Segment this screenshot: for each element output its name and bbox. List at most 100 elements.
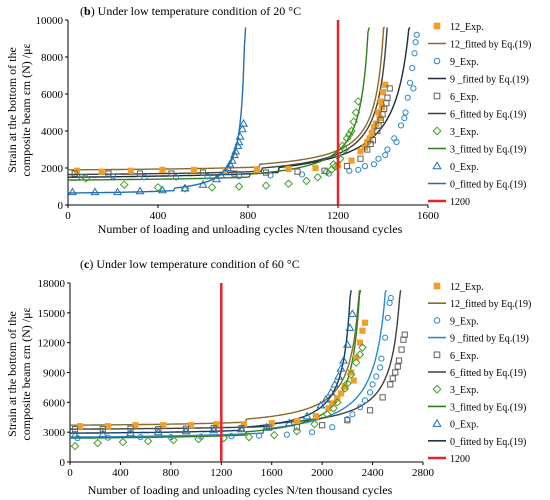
data-point-c [76, 423, 84, 430]
chart-title-c: (c) Under low temperature condition of 6… [80, 257, 300, 271]
chart-title-c-rest: ) Under low temperature condition of 60 … [89, 257, 299, 271]
data-point-c [366, 407, 374, 414]
data-point-c [342, 340, 352, 348]
data-point-b [379, 111, 386, 118]
legend-label-c: 6_Exp. [450, 351, 479, 362]
data-point-c [284, 418, 294, 427]
legend-label-b: 6_Exp. [450, 92, 479, 103]
data-point-b [159, 166, 166, 173]
fit-curve-c [70, 290, 361, 426]
data-point-b [199, 169, 207, 176]
data-point-b [227, 156, 237, 164]
legend-label-b: 12_Exp. [450, 22, 484, 33]
data-point-c [169, 435, 178, 445]
x-tick-label-b: 1200 [327, 210, 350, 222]
fit-curve-c [70, 290, 352, 434]
y-axis-label-c-line2: composite beam εm (N) /με [19, 307, 33, 440]
data-point-b [78, 174, 85, 181]
data-point-b [302, 176, 311, 186]
data-point-b [190, 166, 198, 173]
x-tick-label-c: 800 [163, 467, 180, 479]
data-point-c [198, 433, 205, 440]
y-tick-label-b: 10000 [36, 15, 64, 27]
data-point-b [239, 119, 248, 127]
data-point-c [356, 404, 364, 411]
data-point-c [361, 319, 369, 326]
legend-label-b: 3_fitted by Eq.(19) [450, 145, 526, 156]
x-axis-label-c: Number of loading and unloading cycles N… [88, 483, 393, 497]
data-point-c [337, 390, 345, 397]
data-point-c [346, 370, 356, 379]
data-point-c [153, 427, 163, 436]
legend-label-c: 9 _fitted by Eq.(19) [450, 334, 529, 345]
data-point-b [198, 180, 208, 188]
data-point-c [325, 405, 332, 412]
data-point-b [81, 173, 91, 183]
data-point-b [349, 117, 359, 127]
data-point-c [377, 364, 384, 371]
data-point-c [329, 424, 336, 431]
data-point-c [293, 418, 301, 425]
data-point-b [412, 39, 419, 46]
data-point-c [392, 369, 399, 376]
data-point-c [308, 429, 316, 436]
data-point-b [355, 166, 362, 173]
data-point-c [104, 434, 111, 441]
data-point-b [406, 79, 414, 87]
data-point-c [98, 429, 108, 438]
data-point-b [342, 134, 352, 143]
data-point-b [231, 146, 241, 155]
data-point-b [375, 122, 382, 129]
chart-title-c-letter: c [84, 257, 90, 271]
legend-marker-b [433, 57, 441, 65]
data-point-c [312, 413, 319, 420]
data-point-b [347, 126, 356, 136]
data-point-b [393, 139, 400, 146]
data-point-c [373, 373, 380, 380]
data-point-b [377, 98, 384, 105]
data-point-c [209, 425, 219, 434]
data-point-b [364, 146, 371, 153]
data-point-c [187, 422, 195, 429]
data-point-b [225, 159, 235, 168]
x-tick-label-c: 400 [112, 467, 129, 479]
data-point-b [410, 85, 417, 92]
data-point-b [204, 173, 211, 180]
data-point-b [284, 179, 293, 189]
legend-label-c: 12_fitted by Eq.(19) [450, 299, 531, 310]
legend-label-c: 3_fitted by Eq.(19) [450, 402, 526, 413]
legend-label-c: 1200 [450, 454, 470, 465]
data-point-b [261, 181, 271, 190]
data-point-c [160, 422, 167, 429]
data-point-c [394, 363, 401, 370]
data-point-c [351, 358, 361, 367]
data-point-b [127, 167, 135, 174]
data-point-c [93, 438, 103, 448]
fit-curve-b [68, 27, 370, 181]
legend-marker-c [432, 418, 442, 427]
data-point-c [344, 417, 351, 424]
data-point-b [357, 148, 364, 155]
legend-label-b: 12_fitted by Eq.(19) [450, 40, 531, 51]
y-tick-label-b: 8000 [41, 52, 64, 64]
y-tick-label-c: 6000 [43, 397, 66, 409]
data-point-c [99, 426, 106, 433]
x-tick-label-b: 1600 [417, 210, 440, 222]
data-point-c [348, 369, 355, 376]
x-tick-label-c: 2800 [412, 467, 435, 479]
legend-marker-c [433, 351, 441, 359]
data-point-b [235, 131, 245, 140]
data-point-c [143, 436, 153, 446]
legend-label-c: 9_Exp. [450, 316, 479, 327]
data-point-c [293, 424, 301, 431]
data-point-c [228, 433, 235, 440]
data-point-c [302, 411, 312, 420]
fit-curve-b [67, 26, 411, 178]
fit-curve-c [70, 290, 402, 430]
legend-b: 12_Exp. 12_fitted by Eq.(19) 9_Exp. 9 _fitt… [428, 22, 531, 208]
chart-panel-c: (c) Under low temperature condition of 6… [5, 257, 531, 497]
data-point-b [262, 169, 270, 176]
data-point-c [329, 403, 338, 413]
data-point-b [294, 168, 301, 175]
data-point-b [141, 174, 148, 181]
